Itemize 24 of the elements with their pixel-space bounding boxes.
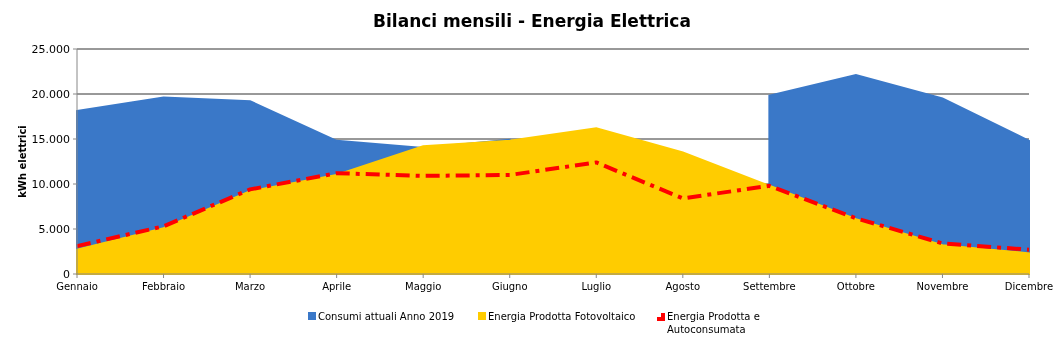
legend-label: Energia Prodotta e Autoconsumata	[667, 310, 760, 335]
legend-label: Consumi attuali Anno 2019	[318, 310, 455, 322]
x-tick-label: Marzo	[234, 281, 266, 292]
x-tick-label: Agosto	[665, 281, 701, 292]
x-tick-label: Settembre	[743, 281, 796, 292]
x-tick-label: Luglio	[581, 281, 612, 292]
y-axis-title: kWh elettrici	[17, 125, 28, 198]
x-tick-label: Febbraio	[141, 281, 186, 292]
legend-label: Energia Prodotta Fotovoltaico	[488, 310, 636, 322]
x-tick-label: Maggio	[405, 281, 442, 292]
y-tick-label: 0	[63, 267, 70, 281]
x-tick-label: Ottobre	[836, 281, 876, 292]
x-tick-label: Dicembre	[1004, 281, 1054, 292]
x-tick-label: Novembre	[916, 281, 969, 292]
x-tick-label: Giugno	[491, 281, 528, 292]
y-tick-label: 5.000	[38, 222, 70, 236]
x-tick-label: Aprile	[322, 281, 352, 292]
y-tick-label: 25.000	[31, 42, 70, 56]
y-tick-label: 10.000	[31, 177, 70, 191]
x-tick-label: Gennaio	[56, 281, 98, 292]
chart-title: Bilanci mensili - Energia Elettrica	[373, 11, 691, 31]
line-series	[75, 160, 1031, 252]
y-tick-label: 20.000	[31, 87, 70, 101]
y-tick-label: 15.000	[31, 132, 70, 146]
